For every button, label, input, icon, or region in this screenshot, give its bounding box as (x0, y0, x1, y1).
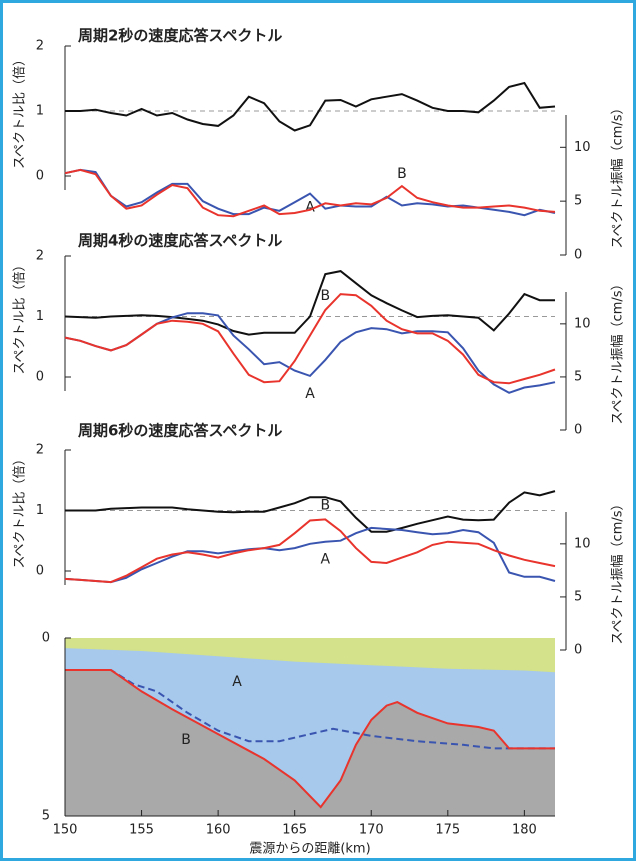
y-axis-label: スペクトル比（倍） (13, 258, 28, 374)
x-axis-label: 震源からの距離(km) (249, 842, 370, 857)
series-line (65, 81, 556, 132)
y-tick-label: 2 (36, 39, 44, 54)
series-label: A (305, 386, 315, 402)
y-tick-label: 5 (42, 809, 50, 824)
series-label: A (305, 200, 315, 216)
section-line (65, 669, 555, 750)
panel-title: 周期4秒の速度応答スペクトル (78, 232, 282, 250)
layer-boundary (64, 647, 556, 673)
y2-tick-label: 0 (574, 643, 582, 658)
y-tick-label: 0 (36, 370, 44, 385)
y-tick-label: 0 (42, 631, 50, 646)
panel-title: 周期2秒の速度応答スペクトル (78, 27, 282, 45)
y2-tick-label: 10 (574, 140, 591, 155)
y-tick-label: 0 (36, 169, 44, 184)
x-tick-label: 165 (282, 823, 307, 838)
series-label: B (181, 732, 191, 748)
series-line (64, 270, 555, 336)
section-line (65, 669, 555, 809)
y2-axis-label: スペクトル振幅（cm/s） (611, 277, 626, 424)
y-axis-label: スペクトル比（倍） (13, 452, 28, 568)
series-label: A (232, 674, 242, 690)
x-tick-label: 155 (129, 823, 154, 838)
series-label: B (321, 497, 331, 513)
series-label: B (321, 288, 331, 304)
y2-tick-label: 10 (574, 536, 591, 551)
x-tick-label: 170 (359, 823, 384, 838)
x-tick-label: 175 (435, 823, 460, 838)
y2-tick-label: 5 (574, 589, 582, 604)
series-line (64, 168, 556, 218)
y2-tick-label: 10 (574, 316, 591, 331)
y2-axis-label: スペクトル振幅（cm/s） (611, 101, 626, 248)
series-label: A (321, 552, 331, 568)
series-line (64, 526, 556, 584)
basement-fill (65, 670, 555, 816)
x-tick-label: 150 (53, 823, 78, 838)
y2-tick-label: 0 (574, 248, 582, 263)
series-label: B (397, 166, 407, 182)
y2-tick-label: 5 (574, 194, 582, 209)
y-axis-label: スペクトル比（倍） (13, 53, 28, 169)
y2-tick-label: 0 (574, 423, 582, 438)
y-tick-label: 2 (36, 249, 44, 264)
panel-title: 周期6秒の速度応答スペクトル (78, 422, 282, 440)
y-tick-label: 2 (36, 443, 44, 458)
series-line (65, 490, 556, 533)
y-tick-label: 1 (36, 309, 44, 324)
y2-tick-label: 5 (574, 369, 582, 384)
series-line (64, 518, 556, 584)
y-tick-label: 1 (36, 503, 44, 518)
y2-axis-label: スペクトル振幅（cm/s） (611, 497, 626, 644)
series-line (64, 293, 556, 385)
x-tick-label: 180 (512, 823, 537, 838)
layer-fill (65, 638, 555, 672)
y-tick-label: 0 (36, 564, 44, 579)
y-tick-label: 1 (36, 104, 44, 119)
x-tick-label: 160 (206, 823, 231, 838)
series-line (64, 312, 556, 394)
